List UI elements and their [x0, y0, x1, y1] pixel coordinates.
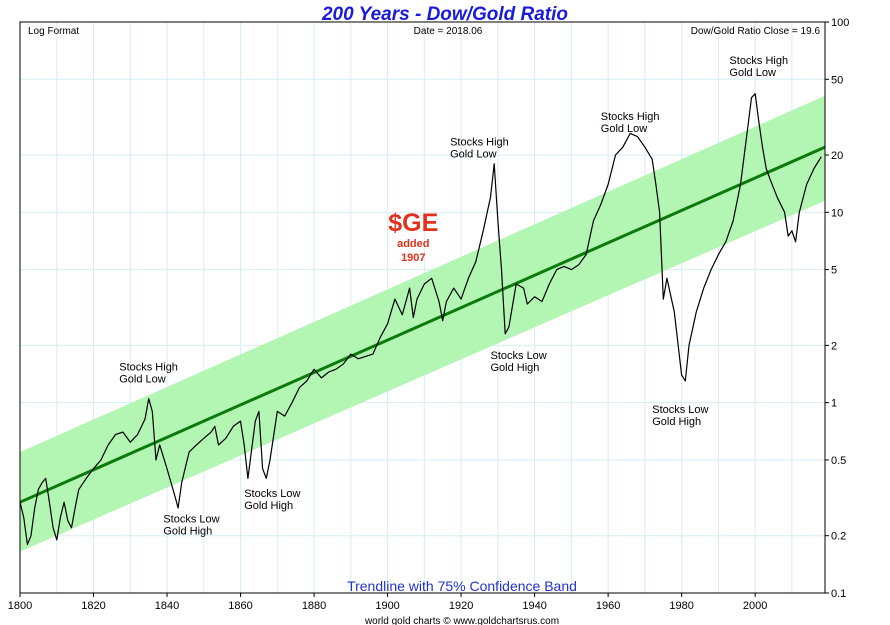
trendline-caption: Trendline with 75% Confidence Band — [347, 578, 577, 594]
chart-title: 200 Years - Dow/Gold Ratio — [321, 4, 568, 25]
y-tick-label: 50 — [831, 74, 843, 86]
credit-line: world gold charts © www.goldchartsrus.co… — [364, 616, 559, 625]
x-tick-label: 1960 — [596, 600, 620, 612]
y-tick-label: 2 — [831, 340, 837, 352]
x-tick-label: 1980 — [669, 600, 693, 612]
y-tick-label: 0.2 — [831, 531, 846, 543]
ge-annotation-added: added — [397, 238, 429, 250]
y-tick-label: 0.1 — [831, 588, 846, 600]
dow-gold-ratio-line — [19, 93, 822, 545]
x-tick-label: 2000 — [743, 600, 767, 612]
close-value-label: Dow/Gold Ratio Close = 19.6 — [691, 26, 821, 37]
x-tick-label: 1800 — [8, 600, 32, 612]
y-tick-label: 100 — [831, 17, 849, 29]
x-tick-label: 1900 — [375, 600, 399, 612]
stocks-gold-annotation: Stocks Low Gold High — [244, 488, 300, 512]
stocks-gold-annotation: Stocks High Gold Low — [729, 55, 788, 79]
stocks-gold-annotation: Stocks Low Gold High — [652, 404, 708, 428]
stocks-gold-annotation: Stocks Low Gold High — [491, 350, 547, 374]
log-format-label: Log Format — [28, 26, 79, 37]
x-tick-label: 1880 — [302, 600, 326, 612]
x-tick-label: 1920 — [449, 600, 473, 612]
y-tick-label: 20 — [831, 150, 843, 162]
y-tick-label: 10 — [831, 207, 843, 219]
y-tick-label: 5 — [831, 265, 837, 277]
ge-annotation-year: 1907 — [401, 252, 425, 264]
ge-annotation-title: $GE — [388, 209, 438, 237]
stocks-gold-annotation: Stocks High Gold Low — [601, 111, 660, 135]
x-tick-label: 1860 — [228, 600, 252, 612]
stocks-gold-annotation: Stocks High Gold Low — [119, 361, 178, 385]
stocks-gold-annotation: Stocks High Gold Low — [450, 136, 509, 160]
x-tick-label: 1820 — [81, 600, 105, 612]
x-tick-label: 1840 — [155, 600, 179, 612]
y-tick-label: 1 — [831, 398, 837, 410]
plot-frame — [19, 21, 826, 594]
y-tick-label: 0.5 — [831, 455, 846, 467]
stocks-gold-annotation: Stocks Low Gold High — [163, 513, 219, 537]
date-label: Date = 2018.06 — [414, 26, 483, 37]
x-tick-label: 1940 — [522, 600, 546, 612]
